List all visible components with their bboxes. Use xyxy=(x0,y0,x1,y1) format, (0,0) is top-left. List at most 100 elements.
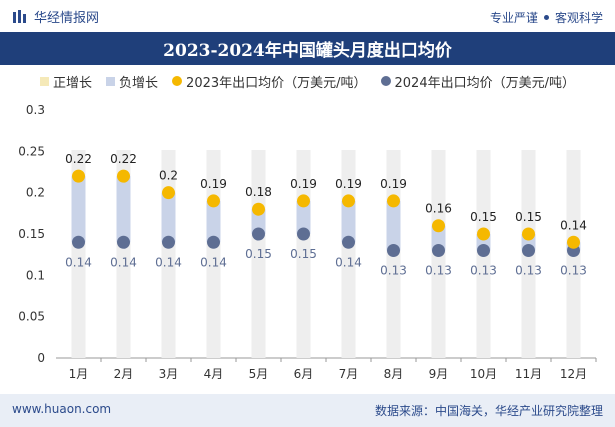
data-label-2024: 0.13 xyxy=(560,264,587,278)
x-tick-label: 1月 xyxy=(69,367,89,381)
y-tick-label: 0.1 xyxy=(26,268,45,282)
data-label-2023: 0.19 xyxy=(200,177,227,191)
data-label-2023: 0.15 xyxy=(470,210,497,224)
range-bar xyxy=(161,192,176,243)
legend-label-2023: 2023年出口均价（万美元/吨） xyxy=(186,75,367,91)
x-tick-label: 3月 xyxy=(159,367,179,381)
data-label-2023: 0.22 xyxy=(110,152,137,166)
range-bar xyxy=(251,209,266,234)
x-tick-label: 7月 xyxy=(339,367,359,381)
separator-dot-icon xyxy=(543,15,549,20)
footer-source: 数据来源：中国海关，华经产业研究院整理 xyxy=(374,404,603,418)
data-label-2024: 0.14 xyxy=(335,255,362,269)
point-2024 xyxy=(117,235,130,249)
range-bar xyxy=(386,200,401,251)
tagline: 专业严谨 客观科学 xyxy=(490,9,603,26)
data-label-2024: 0.14 xyxy=(65,255,92,269)
y-tick-label: 0.25 xyxy=(18,144,45,158)
legend-item-2024: 2024年出口均价（万美元/吨） xyxy=(380,72,575,91)
x-tick-label: 4月 xyxy=(204,367,224,381)
data-label-2023: 0.19 xyxy=(380,177,407,191)
point-2023 xyxy=(207,194,220,208)
point-2023 xyxy=(72,169,85,183)
legend-swatch-pos xyxy=(40,76,50,86)
legend-swatch-2024 xyxy=(380,76,391,86)
tagline-right: 客观科学 xyxy=(554,11,603,25)
point-2023 xyxy=(432,219,445,233)
x-tick-label: 8月 xyxy=(384,367,404,381)
data-label-2024: 0.13 xyxy=(515,264,542,278)
legend-label-2024: 2024年出口均价（万美元/吨） xyxy=(394,75,575,91)
y-tick-label: 0.15 xyxy=(18,227,45,241)
legend-label-pos: 正增长 xyxy=(53,75,93,91)
column-band xyxy=(251,150,266,358)
range-bar xyxy=(341,200,356,243)
y-tick-label: 0.3 xyxy=(26,103,45,117)
data-label-2024: 0.15 xyxy=(245,247,272,261)
data-label-2024: 0.15 xyxy=(290,247,317,261)
point-2024 xyxy=(477,244,490,258)
legend: 正增长 负增长 2023年出口均价（万美元/吨） 2024年出口均价（万美元/吨… xyxy=(0,70,615,92)
legend-label-neg: 负增长 xyxy=(119,75,159,91)
legend-item-2023: 2023年出口均价（万美元/吨） xyxy=(172,72,367,91)
range-bar xyxy=(206,200,221,243)
y-tick-label: 0.2 xyxy=(26,186,45,200)
point-2024 xyxy=(162,235,175,249)
data-label-2023: 0.19 xyxy=(290,177,317,191)
x-tick-label: 6月 xyxy=(294,367,314,381)
point-2023 xyxy=(117,169,130,183)
point-2023 xyxy=(567,235,580,249)
point-2023 xyxy=(297,194,310,208)
point-2023 xyxy=(162,186,175,200)
top-bar: 华经情报网 专业严谨 客观科学 xyxy=(0,0,615,32)
data-label-2023: 0.16 xyxy=(425,202,452,216)
legend-item-neg: 负增长 xyxy=(106,72,158,91)
legend-swatch-2023 xyxy=(172,76,183,86)
point-2023 xyxy=(477,227,490,241)
legend-item-pos: 正增长 xyxy=(40,72,92,91)
range-bar xyxy=(116,176,131,243)
data-label-2023: 0.14 xyxy=(560,218,587,232)
point-2024 xyxy=(342,235,355,249)
brand-name: 华经情报网 xyxy=(34,11,100,26)
point-2024 xyxy=(207,235,220,249)
data-label-2024: 0.14 xyxy=(110,255,137,269)
data-label-2024: 0.13 xyxy=(470,264,497,278)
point-2023 xyxy=(387,194,400,208)
data-label-2023: 0.15 xyxy=(515,210,542,224)
x-tick-label: 9月 xyxy=(429,367,449,381)
point-2023 xyxy=(522,227,535,241)
range-bar xyxy=(71,176,86,243)
y-tick-label: 0 xyxy=(37,351,45,365)
x-tick-label: 5月 xyxy=(249,367,269,381)
point-2023 xyxy=(342,194,355,208)
legend-swatch-neg xyxy=(106,76,116,86)
range-bar xyxy=(296,200,311,234)
point-2023 xyxy=(252,202,265,216)
point-2024 xyxy=(387,244,400,258)
x-tick-label: 2月 xyxy=(114,367,134,381)
x-tick-label: 12月 xyxy=(560,367,587,381)
point-2024 xyxy=(297,227,310,241)
data-label-2024: 0.14 xyxy=(200,255,227,269)
data-label-2023: 0.2 xyxy=(159,169,178,183)
footer: www.huaon.com 数据来源：中国海关，华经产业研究院整理 xyxy=(0,394,615,427)
y-tick-label: 0.05 xyxy=(18,310,45,324)
chart-title-bar: 2023-2024年中国罐头月度出口均价 xyxy=(0,32,615,65)
point-2024 xyxy=(522,244,535,258)
chart-plot: 0 0.05 0.1 0.15 0.2 0.25 0.3 1月 2月 3月 4月 5月 6月 7月 8月 9月… xyxy=(18,103,597,381)
data-label-2023: 0.19 xyxy=(335,177,362,191)
x-tick-label: 10月 xyxy=(470,367,497,381)
data-label-2023: 0.18 xyxy=(245,185,272,199)
data-label-2023: 0.22 xyxy=(65,152,92,166)
point-2024 xyxy=(432,244,445,258)
tagline-left: 专业严谨 xyxy=(489,11,538,25)
data-label-2024: 0.13 xyxy=(425,264,452,278)
x-tick-label: 11月 xyxy=(515,367,542,381)
footer-url: www.huaon.com xyxy=(12,402,112,416)
range-bar xyxy=(431,225,446,251)
point-2024 xyxy=(252,227,265,241)
brand: 华经情报网 xyxy=(12,7,99,26)
data-label-2024: 0.13 xyxy=(380,264,407,278)
brand-logo-icon xyxy=(13,9,26,23)
